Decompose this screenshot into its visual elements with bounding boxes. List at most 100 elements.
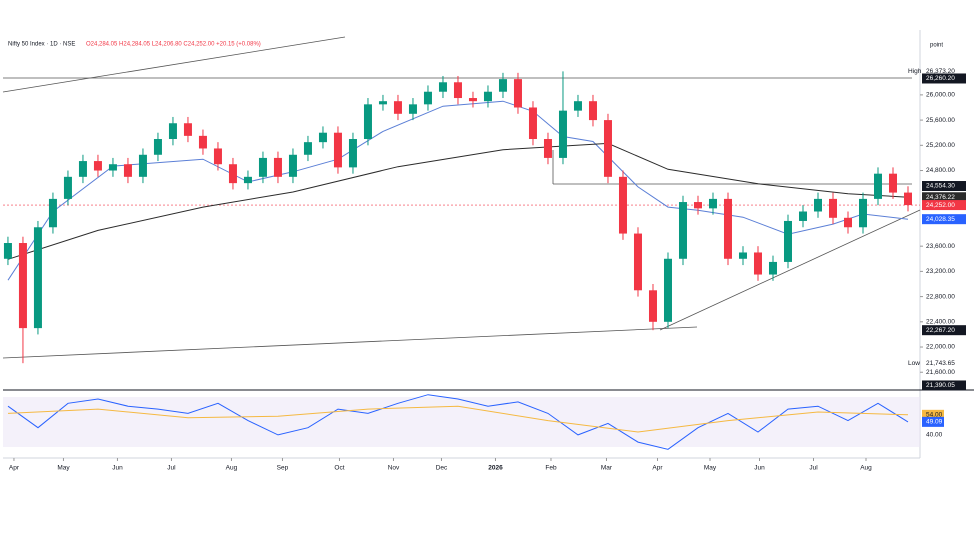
y-tick-label: 21,600.00 (926, 369, 955, 376)
candle-body (48, 198, 57, 228)
price-badge (922, 358, 966, 369)
rsi-badge (922, 416, 944, 427)
candle-body (18, 243, 27, 329)
candle-body (393, 101, 402, 114)
price-badge (922, 181, 966, 192)
candle-body (768, 261, 777, 275)
candle-body (438, 82, 447, 92)
candle-body (138, 154, 147, 177)
candle-body (498, 79, 507, 92)
trendline (2, 326, 698, 359)
y-tick-label: 22,800.00 (926, 293, 955, 300)
x-tick-label: 2026 (488, 465, 503, 472)
candle-body (183, 123, 192, 136)
rsi-badge-label: 40.00 (926, 432, 943, 439)
x-tick-label: Jul (167, 465, 176, 472)
rsi-badge (922, 429, 944, 440)
price-badge-label: 24,252.00 (926, 202, 955, 209)
price-badge-label: 24,554.30 (926, 183, 955, 190)
candle-body (603, 120, 612, 177)
candle-body (153, 139, 162, 155)
price-badge-label: 22,267.20 (926, 327, 955, 334)
rsi-badge (922, 409, 944, 420)
price-badge (922, 200, 966, 211)
x-tick-label: May (57, 465, 70, 472)
candle-body (873, 173, 882, 199)
candle-body (123, 164, 132, 177)
candle-body (753, 252, 762, 275)
candle-body (558, 110, 567, 158)
candle-body (708, 198, 717, 209)
x-tick-label: Feb (545, 465, 557, 472)
x-tick-label: Mar (601, 465, 613, 472)
y-tick-label: 23,200.00 (926, 268, 955, 275)
candle-body (723, 198, 732, 259)
candle-body (318, 132, 327, 143)
candle-body (828, 198, 837, 218)
candle-body (858, 198, 867, 228)
candle-body (78, 161, 87, 177)
candle-body (798, 211, 807, 221)
candle-body (693, 202, 702, 209)
price-badge (922, 73, 966, 84)
x-tick-label: Nov (388, 465, 400, 472)
candle-body (288, 154, 297, 177)
candle-body (468, 98, 477, 102)
candle-body (888, 173, 897, 193)
price-badge (922, 214, 966, 225)
x-tick-label: May (704, 465, 717, 472)
candle-body (378, 101, 387, 105)
x-tick-label: Oct (334, 465, 344, 472)
price-badge-tag: Low (908, 360, 920, 367)
candle-body (738, 252, 747, 259)
price-badge-label: 24,028.35 (926, 216, 955, 223)
x-tick-label: Jun (112, 465, 123, 472)
candle-body (258, 157, 267, 177)
rsi-band (3, 397, 920, 447)
indicator-line (7, 142, 909, 260)
y-tick-label: 22,000.00 (926, 344, 955, 351)
candle-body (348, 139, 357, 168)
candle-body (543, 139, 552, 158)
y-tick-label: 24,800.00 (926, 167, 955, 174)
candle-body (843, 217, 852, 228)
indicator-line (7, 405, 909, 433)
candle-body (588, 101, 597, 121)
candle-body (663, 258, 672, 322)
x-tick-label: Aug (860, 465, 872, 472)
candle-body (783, 220, 792, 262)
candle-body (408, 104, 417, 114)
candle-body (813, 198, 822, 212)
candle-body (633, 233, 642, 291)
candle-body (528, 107, 537, 140)
candle-body (108, 164, 117, 171)
price-badge (922, 66, 966, 77)
price-badge-tag: High (908, 68, 922, 75)
price-badge-label: 26,260.20 (926, 75, 955, 82)
price-badge-label: 21,743.65 (926, 360, 955, 367)
price-badge-label: 26,373.20 (926, 68, 955, 75)
candle-body (303, 142, 312, 155)
rsi-badge-label: 54.00 (926, 412, 943, 419)
candle-body (228, 164, 237, 184)
y-tick-label: 23,600.00 (926, 243, 955, 250)
indicator-line (7, 394, 909, 450)
candle-body (33, 227, 42, 329)
price-badge (922, 192, 966, 203)
candle-body (648, 290, 657, 322)
x-tick-label: Sep (277, 465, 289, 472)
x-tick-label: Jul (809, 465, 818, 472)
y-tick-label: 25,200.00 (926, 142, 955, 149)
x-tick-label: Apr (9, 465, 20, 472)
x-tick-label: Aug (226, 465, 238, 472)
rsi-badge-label: 49.09 (926, 419, 943, 426)
price-badge-label: 24,376.22 (926, 194, 955, 201)
price-badge (922, 325, 966, 336)
candle-body (168, 123, 177, 140)
candle-body (513, 79, 522, 108)
candle-body (213, 148, 222, 165)
candle-body (93, 161, 102, 171)
